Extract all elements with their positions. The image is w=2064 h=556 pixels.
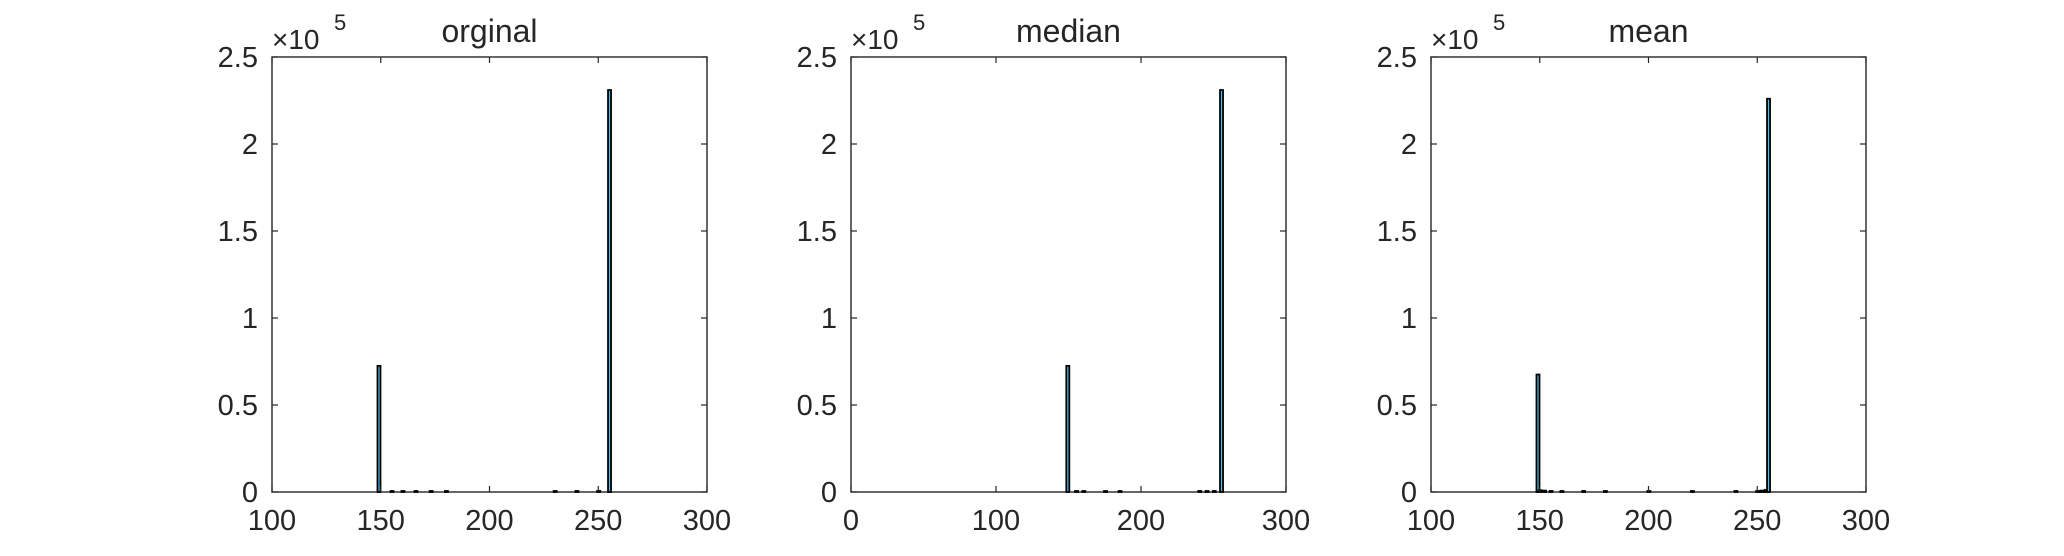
x-tick-label: 200 [465, 505, 513, 537]
x-tick-label: 150 [1516, 505, 1564, 537]
x-tick-label: 300 [683, 505, 731, 537]
x-tick-label: 250 [1733, 505, 1781, 537]
x-tick-label: 200 [1624, 505, 1672, 537]
histogram-bar [1733, 490, 1739, 493]
chart-title: median [1016, 13, 1121, 49]
x-tick-label: 100 [972, 505, 1020, 537]
y-tick-label: 1.5 [218, 216, 258, 248]
histogram-bar [1204, 490, 1210, 493]
histogram-bar [1542, 489, 1547, 493]
y-tick-label: 0.5 [797, 390, 837, 422]
y-exponent-base: ×10 [1431, 24, 1479, 55]
x-tick-label: 100 [1407, 505, 1455, 537]
plot-area-0 [271, 56, 708, 493]
y-tick-label: 0 [242, 477, 258, 509]
histogram-bar [1690, 490, 1695, 493]
histogram-bar [1766, 97, 1771, 493]
histogram-bar [428, 490, 434, 493]
x-tick-label: 300 [1262, 505, 1310, 537]
histogram-bar [400, 490, 406, 493]
histogram-bar [389, 490, 395, 493]
histogram-bar [574, 490, 580, 493]
histogram-bar [444, 490, 449, 493]
y-tick-label: 1 [242, 303, 258, 335]
x-tick-label: 100 [248, 505, 296, 537]
y-tick-label: 2 [1401, 129, 1417, 161]
y-tick-label: 2.5 [1377, 42, 1417, 74]
histogram-bar [1117, 490, 1123, 493]
histogram-bar [552, 490, 558, 493]
x-tick-label: 300 [1842, 505, 1890, 537]
histogram-bar [1548, 490, 1554, 493]
y-exponent-base: ×10 [272, 24, 320, 55]
x-tick-label: 0 [843, 505, 859, 537]
y-tick-label: 0.5 [218, 390, 258, 422]
histogram-bar [1219, 89, 1224, 493]
histogram-bar [1065, 364, 1071, 493]
histogram-bar [1103, 490, 1108, 493]
histogram-bar [1081, 490, 1087, 493]
y-exponent-base: ×10 [851, 24, 899, 55]
y-tick-label: 0 [1401, 477, 1417, 509]
y-tick-label: 1 [1401, 303, 1417, 335]
y-tick-label: 1.5 [1377, 216, 1417, 248]
chart-title: orginal [441, 13, 537, 49]
y-tick-label: 2.5 [218, 42, 258, 74]
y-tick-label: 1.5 [797, 216, 837, 248]
histogram-bar [376, 364, 382, 493]
histogram-bar [1074, 490, 1079, 493]
x-tick-label: 250 [574, 505, 622, 537]
y-exponent-power: 5 [334, 10, 346, 35]
chart-title: mean [1608, 13, 1688, 49]
plot-area-2 [1430, 56, 1867, 493]
histogram-bar [1559, 490, 1565, 493]
y-tick-label: 2 [242, 129, 258, 161]
x-tick-label: 200 [1117, 505, 1165, 537]
histogram-bar [1535, 373, 1541, 493]
y-exponent-power: 5 [1493, 10, 1505, 35]
histogram-bar [1603, 490, 1608, 493]
histogram-bar [1197, 490, 1203, 493]
y-exponent-power: 5 [913, 10, 925, 35]
histogram-bar [607, 89, 612, 493]
histogram-bar [413, 490, 419, 493]
y-tick-label: 0 [821, 477, 837, 509]
y-tick-label: 2.5 [797, 42, 837, 74]
y-tick-label: 1 [821, 303, 837, 335]
x-tick-label: 150 [357, 505, 405, 537]
histogram-bar [1581, 490, 1587, 493]
histogram-bar [1211, 490, 1217, 493]
histogram-bar [1759, 489, 1765, 493]
y-tick-label: 2 [821, 129, 837, 161]
y-tick-label: 0.5 [1377, 390, 1417, 422]
